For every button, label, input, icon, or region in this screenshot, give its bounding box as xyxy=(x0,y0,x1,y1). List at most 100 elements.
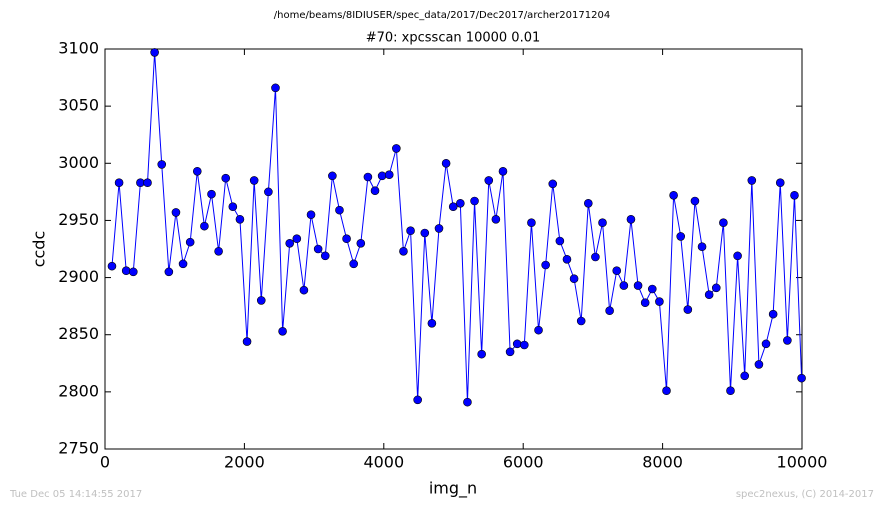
data-point xyxy=(733,251,742,261)
data-point xyxy=(676,232,686,241)
data-point xyxy=(384,170,394,180)
data-point xyxy=(477,349,486,359)
data-point xyxy=(470,196,479,206)
data-point xyxy=(512,339,522,349)
data-point xyxy=(747,176,757,185)
y-tick-label: 2900 xyxy=(58,267,99,286)
data-point xyxy=(185,237,195,247)
data-point xyxy=(520,340,529,350)
data-point xyxy=(456,198,465,208)
y-tick-label: 2800 xyxy=(58,381,99,400)
y-tick-label: 2850 xyxy=(58,324,99,343)
y-tick-label: 3000 xyxy=(58,153,99,172)
data-point xyxy=(740,371,750,381)
data-point xyxy=(392,144,401,153)
y-tick-label: 3050 xyxy=(58,96,99,115)
chart-title: /home/beams/8IDIUSER/spec_data/2017/Dec2… xyxy=(274,10,610,21)
data-point xyxy=(427,318,437,328)
x-tick-label: 8000 xyxy=(642,453,683,472)
data-point xyxy=(271,83,280,93)
data-point xyxy=(754,360,764,369)
data-point xyxy=(683,305,693,314)
data-point xyxy=(640,298,650,308)
data-point xyxy=(264,187,273,197)
data-point xyxy=(797,373,806,383)
data-point xyxy=(591,252,600,262)
data-point xyxy=(114,178,124,188)
data-point xyxy=(242,337,252,346)
data-point xyxy=(221,173,231,183)
data-point xyxy=(775,178,785,188)
data-point xyxy=(150,48,159,57)
data-point xyxy=(541,260,550,270)
data-point xyxy=(328,171,337,181)
data-point xyxy=(349,259,358,269)
data-point xyxy=(214,246,223,256)
x-axis-label: img_n xyxy=(429,479,477,499)
y-tick-label: 2750 xyxy=(58,439,99,458)
data-point xyxy=(605,306,614,316)
data-point xyxy=(768,309,778,319)
data-point xyxy=(128,267,138,277)
plot-frame xyxy=(104,48,803,450)
data-point xyxy=(441,158,451,168)
data-point xyxy=(143,178,152,188)
x-tick-label: 6000 xyxy=(503,453,544,472)
x-tick-label: 4000 xyxy=(363,453,404,472)
x-tick-label: 0 xyxy=(100,453,110,472)
data-point xyxy=(505,347,515,357)
data-point xyxy=(420,228,430,238)
data-point xyxy=(534,325,543,335)
data-point xyxy=(278,326,287,336)
data-point xyxy=(548,179,558,189)
footer-left: Tue Dec 05 14:14:55 2017 xyxy=(9,489,142,500)
data-point xyxy=(256,296,266,305)
data-point xyxy=(619,281,629,290)
data-point xyxy=(662,386,671,396)
data-point xyxy=(527,218,536,228)
data-point xyxy=(434,224,444,233)
data-point xyxy=(484,176,494,185)
data-point xyxy=(790,190,799,200)
data-point xyxy=(783,336,792,345)
data-point xyxy=(377,171,387,181)
data-point xyxy=(448,202,458,212)
data-point xyxy=(342,234,351,244)
data-point xyxy=(406,226,415,236)
data-point xyxy=(498,166,508,176)
data-point xyxy=(633,281,643,290)
data-point xyxy=(228,202,238,212)
data-point xyxy=(555,236,565,246)
chart-subtitle: #70: xpcsscan 10000 0.01 xyxy=(366,31,541,46)
data-point xyxy=(313,244,323,254)
data-point xyxy=(583,198,593,208)
y-axis-label: ccdc xyxy=(30,231,49,268)
data-point xyxy=(335,205,344,215)
footer-right: spec2nexus, (C) 2014-2017 xyxy=(736,489,874,500)
data-point xyxy=(647,284,657,294)
y-tick-label: 2950 xyxy=(58,210,99,229)
data-point xyxy=(107,261,117,271)
data-point xyxy=(299,285,309,295)
data-point xyxy=(719,218,728,228)
data-point xyxy=(320,251,330,261)
data-point xyxy=(697,242,707,252)
data-point xyxy=(200,221,209,231)
data-point xyxy=(704,290,714,300)
data-point xyxy=(562,254,572,264)
data-point xyxy=(399,246,408,256)
data-point xyxy=(164,267,174,277)
data-point xyxy=(171,208,181,217)
data-point xyxy=(207,189,216,199)
y-tick-label: 3100 xyxy=(58,39,99,58)
x-tick-label: 10000 xyxy=(777,453,828,472)
data-point xyxy=(690,196,700,206)
x-tick-label: 2000 xyxy=(224,453,265,472)
data-point xyxy=(626,214,636,224)
data-point xyxy=(463,397,472,407)
data-point xyxy=(598,218,607,228)
data-point xyxy=(761,339,771,349)
data-point xyxy=(576,316,586,326)
